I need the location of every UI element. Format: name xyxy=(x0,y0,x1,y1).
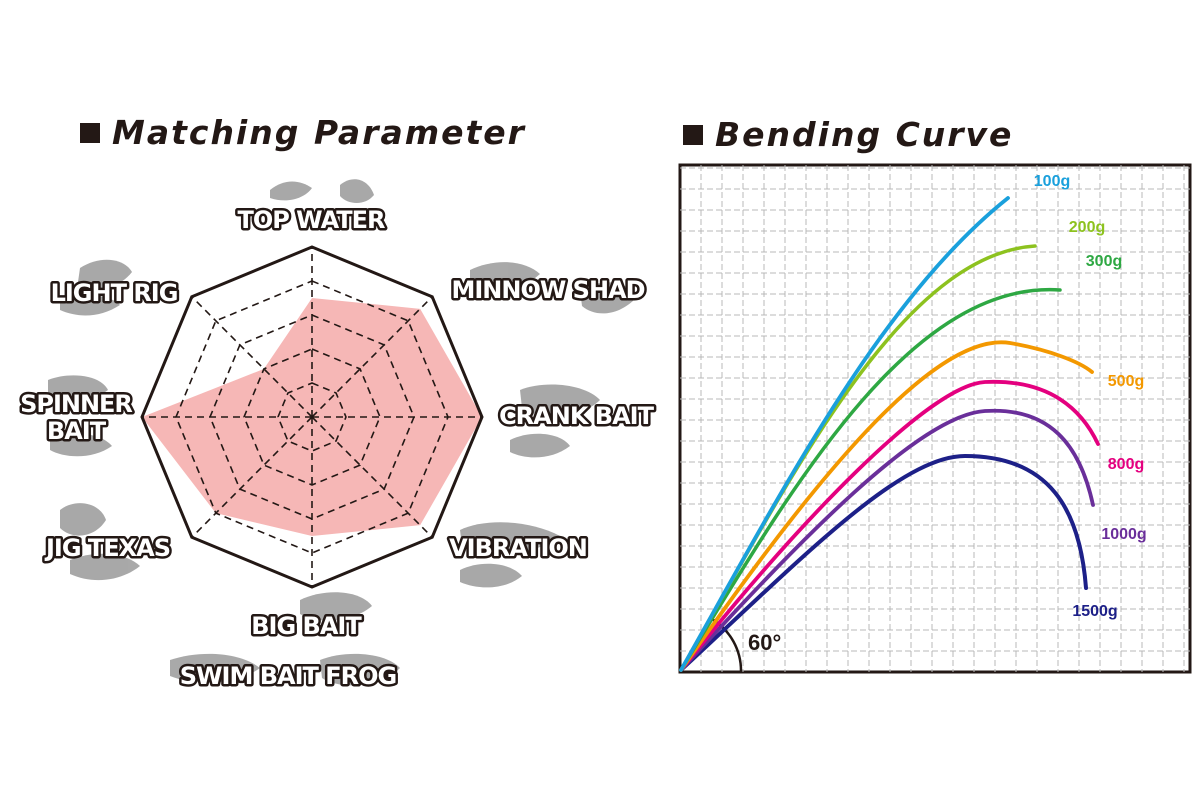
series-label-1000g: 1000g xyxy=(1101,526,1146,543)
bending-curve-100g xyxy=(679,196,1010,672)
radar-axis-labels: TOP WATER MINNOW SHAD CRANK BAIT VIBRATION B… xyxy=(18,204,658,693)
lure-silhouette-icon xyxy=(520,384,600,417)
radar-axis-label: TOP WATER xyxy=(237,206,385,234)
radar-axis-label: VIBRATION xyxy=(449,534,587,562)
radar-spoke xyxy=(311,416,433,538)
radar-outer-border xyxy=(140,245,484,589)
lure-silhouette-icon xyxy=(300,592,372,621)
bending-curve-300g xyxy=(679,288,1062,672)
bending-title-text: Bending Curve xyxy=(715,115,1014,154)
bending-curve-1000g xyxy=(679,408,1095,672)
series-label-100g: 100g xyxy=(1034,173,1070,190)
lure-silhouette-icon xyxy=(470,262,540,290)
radar-spoke xyxy=(191,296,313,418)
radar-chart-title: Matching Parameter xyxy=(80,113,526,152)
lure-silhouette-icon xyxy=(60,503,106,536)
bending-curve-500g xyxy=(679,340,1094,672)
radar-axis-sublabel: SWIM BAIT FROG xyxy=(180,662,396,690)
square-bullet-icon xyxy=(80,122,100,143)
radar-axis-label: MINNOW SHAD xyxy=(451,276,644,304)
lure-silhouette-icon xyxy=(48,375,108,401)
radar-axis-label: LIGHT RIG xyxy=(51,279,178,307)
bending-curve-1500g xyxy=(679,453,1088,672)
lure-silhouette-icon xyxy=(580,282,638,314)
lure-silhouette-icon xyxy=(340,179,374,203)
radar-axis-label: CRANK BAIT xyxy=(499,402,655,430)
radar-title-text: Matching Parameter xyxy=(112,113,526,152)
lure-silhouette-icon xyxy=(460,563,522,588)
radar-grid-ring xyxy=(243,348,381,486)
radar-axis-label: BIG BAIT xyxy=(251,612,362,640)
lure-silhouettes xyxy=(48,179,638,686)
lure-silhouette-icon xyxy=(270,181,312,201)
lure-silhouette-icon xyxy=(320,653,400,686)
radar-spoke xyxy=(191,416,313,538)
lure-silhouette-icon xyxy=(78,259,132,288)
bending-curve-800g xyxy=(679,379,1100,672)
square-bullet-icon xyxy=(683,124,703,145)
radar-axis-label: JIG TEXAS xyxy=(44,534,170,562)
lure-silhouette-icon xyxy=(60,295,120,316)
lure-silhouette-icon xyxy=(460,522,560,554)
radar-axis-label: SPINNER BAIT xyxy=(20,390,132,445)
series-label-1500g: 1500g xyxy=(1072,603,1117,620)
radar-spoke xyxy=(311,296,433,418)
lure-silhouette-icon xyxy=(170,653,260,683)
bending-curve-chart: 60° 100g 200g 300g 500g 800g 1000g 1500g xyxy=(678,163,1192,674)
series-label-300g: 300g xyxy=(1086,253,1122,270)
angle-annotation: 60° xyxy=(748,630,781,655)
lure-silhouette-icon xyxy=(510,433,570,458)
radar-axis-label-line: SPINNER xyxy=(20,390,132,418)
series-label-500g: 500g xyxy=(1108,373,1144,390)
bending-chart-title: Bending Curve xyxy=(683,115,1013,154)
radar-chart xyxy=(140,245,484,589)
series-label-800g: 800g xyxy=(1108,456,1144,473)
radar-axis-label-line: BAIT xyxy=(47,417,107,445)
lure-silhouette-icon xyxy=(50,433,112,457)
radar-grid-ring xyxy=(277,382,347,452)
radar-grid-ring xyxy=(175,280,449,554)
bending-plot-frame xyxy=(678,163,1192,674)
lure-silhouette-icon xyxy=(70,553,140,581)
series-label-200g: 200g xyxy=(1069,219,1105,236)
